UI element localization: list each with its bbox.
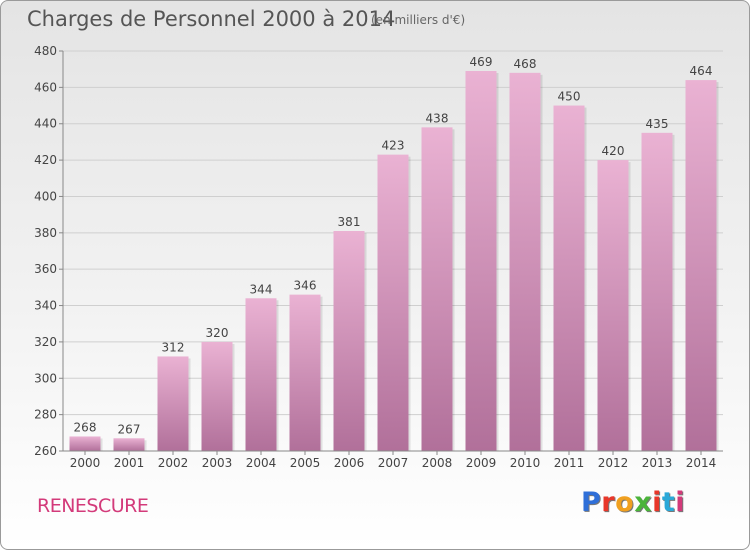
x-tick-label: 2011 — [554, 456, 585, 470]
y-tick-label: 460 — [34, 80, 57, 94]
y-tick-label: 480 — [34, 44, 57, 58]
bar-value-label: 312 — [162, 340, 185, 354]
bar-value-label: 320 — [206, 326, 229, 340]
bar-value-label: 423 — [382, 139, 405, 153]
y-tick-label: 300 — [34, 371, 57, 385]
bar-2013 — [641, 132, 673, 451]
bar-value-label: 420 — [602, 144, 625, 158]
bar-value-label: 469 — [470, 55, 493, 69]
brand-logo: Proxiti — [581, 487, 685, 518]
y-tick-label: 380 — [34, 226, 57, 240]
y-tick-label: 260 — [34, 444, 57, 458]
x-tick-label: 2013 — [642, 456, 673, 470]
y-tick-label: 280 — [34, 408, 57, 422]
bar-2005 — [289, 294, 321, 451]
x-tick-label: 2001 — [114, 456, 145, 470]
y-tick-label: 360 — [34, 262, 57, 276]
x-tick-label: 2008 — [422, 456, 453, 470]
bar-value-label: 346 — [294, 279, 317, 293]
bar-2007 — [377, 154, 409, 452]
bars — [69, 71, 719, 452]
chart-subtitle: (en milliers d'€) — [371, 13, 466, 27]
y-tick-label: 340 — [34, 299, 57, 313]
brand-letter: t — [661, 487, 676, 518]
brand-letter: P — [581, 487, 602, 518]
x-tick-label: 2006 — [334, 456, 365, 470]
bar-value-label: 381 — [338, 215, 361, 229]
bar-2010 — [509, 72, 541, 452]
bar-2009 — [465, 71, 497, 451]
x-tick-label: 2003 — [202, 456, 233, 470]
bar-value-label: 268 — [74, 420, 97, 434]
x-tick-label: 2000 — [70, 456, 101, 470]
bar-value-label: 435 — [646, 117, 669, 131]
bar-value-label: 267 — [118, 422, 141, 436]
labels: 260 280 300 320 340 360 380 400 420 440 460 480 268 2… — [34, 44, 716, 470]
bar-2011 — [553, 105, 585, 451]
bar-2008 — [421, 127, 453, 451]
brand-letter: r — [601, 487, 616, 518]
x-tick-label: 2014 — [686, 456, 717, 470]
bar-value-label: 438 — [426, 111, 449, 125]
x-tick-label: 2005 — [290, 456, 321, 470]
y-tick-label: 440 — [34, 117, 57, 131]
bar-value-label: 468 — [514, 57, 537, 71]
bar-2012 — [597, 160, 629, 451]
x-tick-label: 2002 — [158, 456, 189, 470]
x-tick-label: 2012 — [598, 456, 629, 470]
chart-title: Charges de Personnel 2000 à 2014 — [27, 7, 396, 31]
bar-2000 — [69, 436, 101, 451]
bar-value-label: 450 — [558, 90, 581, 104]
bar-2006 — [333, 231, 365, 451]
x-tick-label: 2010 — [510, 456, 541, 470]
y-tick-label: 320 — [34, 335, 57, 349]
bar-2001 — [113, 438, 145, 451]
bar-2003 — [201, 341, 233, 451]
bar-value-label: 464 — [690, 64, 713, 78]
x-tick-label: 2007 — [378, 456, 409, 470]
y-tick-label: 420 — [34, 153, 57, 167]
x-tick-label: 2009 — [466, 456, 497, 470]
bar-2002 — [157, 356, 189, 451]
bar-2014 — [685, 80, 717, 451]
brand-letter: x — [634, 487, 653, 518]
y-tick-label: 400 — [34, 189, 57, 203]
x-tick-label: 2004 — [246, 456, 277, 470]
axes — [59, 50, 723, 455]
brand-letter: o — [615, 487, 635, 518]
brand-letter: i — [652, 487, 662, 518]
bar-2004 — [245, 298, 277, 451]
brand-letter: i — [675, 487, 686, 518]
bar-value-label: 344 — [250, 282, 273, 296]
city-name: RENESCURE — [37, 495, 149, 517]
